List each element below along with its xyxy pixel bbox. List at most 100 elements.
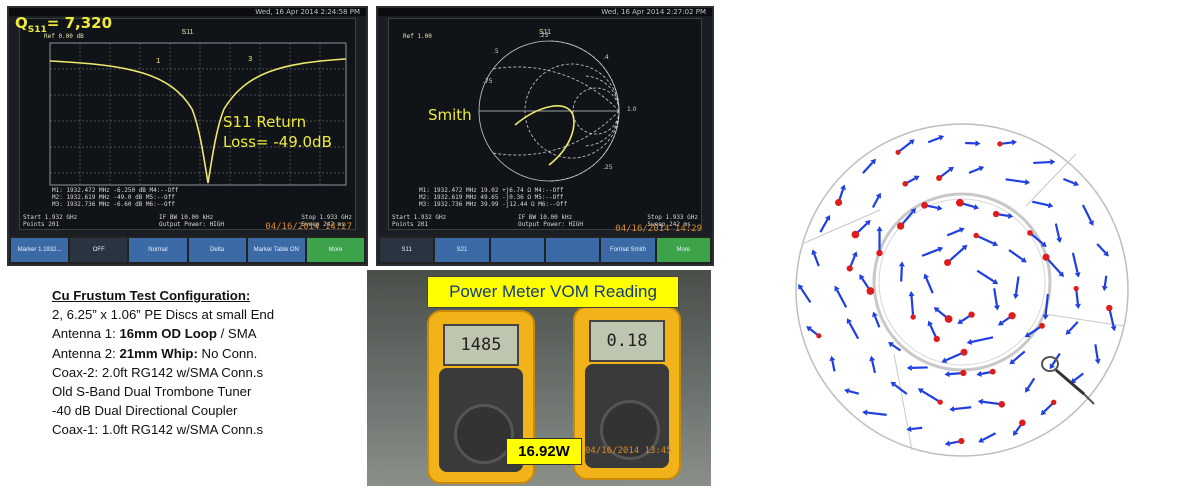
power-reading-box: 16.92W [506,438,582,465]
field-source-dot [896,222,905,230]
softkey-blank[interactable] [545,238,600,262]
softkey-bar: S11 S21 Format Smith More [378,236,712,264]
field-arrowhead [1025,386,1031,393]
smith-label: Smith [428,106,472,124]
marker-line: M2: 1932.619 MHz -49.0 dB M5:--Off [52,194,175,201]
loop-antenna-icon [1041,356,1095,405]
field-source-dot [1027,230,1033,236]
marker-line: M2: 1932.619 MHz 49.65 -j0.36 Ω M5:--Off [419,194,564,201]
footer-start: Start 1.932 GHz Points 201 [23,214,78,228]
field-arrow [1005,178,1026,184]
field-arrowhead [944,440,951,447]
field-arrowhead [908,139,915,145]
field-arrowhead [976,370,982,377]
field-arrow [1071,252,1079,274]
field-source-dot [936,175,943,181]
softkey-marker[interactable]: Marker 1.1932... [11,238,69,262]
field-arrowhead [973,204,980,210]
config-text: Antenna 1: [52,326,120,342]
meter-display: 0.18 [589,320,665,362]
status-bar: Wed, 16 Apr 2014 2:24:58 PM [9,8,366,16]
field-arrowhead [1074,272,1081,278]
field-arrowhead [864,219,871,226]
field-arrow [954,406,972,411]
field-arrowhead [875,192,882,199]
marker-readout: M1: 1932.472 MHz 19.02 +j6.74 Ω M4:--Off… [419,187,567,208]
field-arrow [900,266,903,282]
field-arrowhead [876,226,883,232]
field-arrowhead [913,175,920,181]
softkey-blank[interactable] [490,238,544,262]
field-arrowhead [1012,293,1019,300]
field-source-dot [989,368,996,375]
softkey-marker-table[interactable]: Marker Table ON OFF [247,238,305,262]
field-arrowhead [997,320,1004,326]
config-line: Antenna 2: 21mm Whip: No Conn. [52,344,357,363]
field-arrowhead [862,409,868,416]
status-datetime: Wed, 16 Apr 2014 2:24:58 PM [255,8,360,16]
field-source-dot [944,315,953,323]
field-arrow [1094,344,1099,360]
field-arrow [946,247,965,264]
ref-label: Ref 0.00 dB [44,33,84,40]
return-loss-value: Loss= -49.0dB [223,133,332,151]
field-arrow [946,229,961,237]
field-arrowhead [993,305,1000,311]
field-arrowhead [917,388,924,394]
field-arrowhead [840,184,846,191]
softkey-more[interactable]: More [656,238,710,262]
field-arrow [1033,160,1051,165]
softkey-bar: Marker 1.1932... OFF Normal Delta Marker… [9,236,366,264]
field-arrow [848,390,860,395]
field-arrowhead [1040,241,1047,248]
field-source-dot [876,249,883,257]
field-arrowhead [1074,303,1081,310]
softkey-off[interactable]: OFF [70,238,128,262]
field-arrow [968,167,980,174]
power-meter-banner: Power Meter VOM Reading [427,276,679,308]
field-arrowhead [870,158,877,165]
field-arrowhead [844,388,850,394]
field-arrow [1096,243,1107,254]
field-arrowhead [992,278,999,285]
svg-text:.4: .4 [603,54,609,61]
field-source-dot [1050,399,1057,406]
field-arrowhead [846,318,853,325]
field-arrowhead [933,307,940,313]
config-title: Cu Frustum Test Configuration: [52,288,251,303]
softkey-s11[interactable]: S11 [380,238,434,262]
field-arrowhead [859,274,865,281]
field-arrow [993,288,998,306]
softkey-more[interactable]: More [306,238,365,262]
field-arrowhead [977,398,984,405]
field-source-dot [968,311,975,318]
field-arrowhead [1024,179,1031,186]
field-arrowhead [1094,358,1101,365]
marker-readout: M1: 1932.472 MHz -6.250 dB M4:--Off M2: … [52,187,178,208]
field-arrowhead [851,251,858,258]
field-source-dot [992,210,1000,218]
softkey-s21[interactable]: S21 [435,238,489,262]
softkey-normal[interactable]: Normal [129,238,187,262]
field-arrowhead [1024,331,1031,338]
field-source-dot [895,149,901,155]
field-source-dot [960,369,967,377]
svg-text:.5: .5 [493,48,499,55]
field-arrow [1012,350,1026,362]
meter-dial [600,400,660,460]
softkey-format[interactable]: Format Smith [601,238,655,262]
config-line: 2, 6.25” x 1.06” PE Discs at small End [52,307,275,323]
config-line: Antenna 1: 16mm OD Loop / SMA [52,324,357,343]
field-arrow [871,196,880,209]
field-arrow [1045,256,1062,275]
softkey-delta[interactable]: Delta [188,238,246,262]
photo-timestamp: 04/16/2014 13:45 [585,446,672,456]
svg-text:.25: .25 [603,164,613,171]
field-arrowhead [1049,363,1055,370]
field-arrow [925,277,934,294]
field-arrowhead [798,283,804,290]
config-text: / SMA [216,326,257,342]
field-arrowhead [949,406,955,413]
field-source-dot [1042,253,1050,261]
power-meter-photo: 1485 0.18 Power Meter VOM Reading 16.92W… [367,270,711,486]
